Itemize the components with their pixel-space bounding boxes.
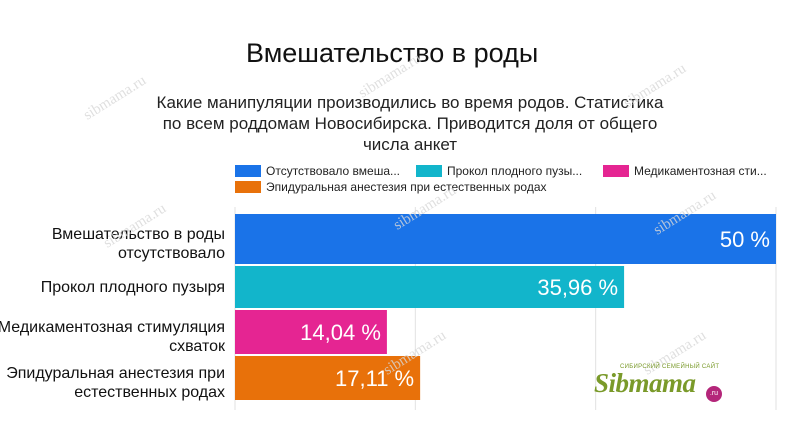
legend-swatch-0	[235, 165, 261, 177]
bar-3	[235, 356, 421, 400]
bar-2	[235, 310, 387, 354]
legend-item-2: Медикаментозная сти...	[603, 164, 767, 178]
bar-value-label-1: 35,96 %	[537, 275, 618, 300]
bar-value-label-3: 17,11 %	[335, 366, 414, 391]
legend-swatch-3	[235, 181, 261, 193]
chart-title: Какие манипуляции производились во время…	[156, 93, 664, 154]
logo-dot: .ru	[706, 386, 722, 402]
category-label-1: Прокол плодного пузыря	[40, 279, 225, 296]
legend-item-1: Прокол плодного пузы...	[416, 164, 582, 178]
category-label-0: Вмешательство в роды отсутствовало	[51, 226, 225, 262]
bar-value-label-0: 50 %	[720, 227, 770, 252]
legend-label-0: Отсутствовало вмеша...	[266, 164, 400, 178]
logo-wordmark: Sibmama	[594, 368, 696, 398]
legend-label-1: Прокол плодного пузы...	[447, 164, 583, 178]
page-title: Вмешательство в роды	[246, 38, 539, 68]
bar-value-label-2: 14,04 %	[300, 320, 381, 345]
legend-swatch-2	[603, 165, 629, 177]
legend-label-3: Эпидуральная анестезия при естественных …	[266, 180, 547, 194]
legend-item-0: Отсутствовало вмеша...	[235, 164, 400, 178]
legend-label-2: Медикаментозная сти...	[634, 164, 767, 178]
category-label-3: Эпидуральная анестезия при естественных …	[6, 365, 225, 401]
sibmama-logo: СИБИРСКИЙ СЕМЕЙНЫЙ САЙТ Sibmama .ru	[594, 362, 734, 408]
legend-swatch-1	[416, 165, 442, 177]
category-label-2: Медикаментозная стимуляция схваток	[0, 319, 225, 355]
bars: 50 % 35,96 % 14,04 % 17,11 %	[235, 214, 776, 400]
legend-item-3: Эпидуральная анестезия при естественных …	[235, 180, 547, 194]
bar-0	[235, 214, 776, 264]
bar-1	[235, 266, 625, 308]
logo-tagline: СИБИРСКИЙ СЕМЕЙНЫЙ САЙТ	[620, 364, 720, 370]
